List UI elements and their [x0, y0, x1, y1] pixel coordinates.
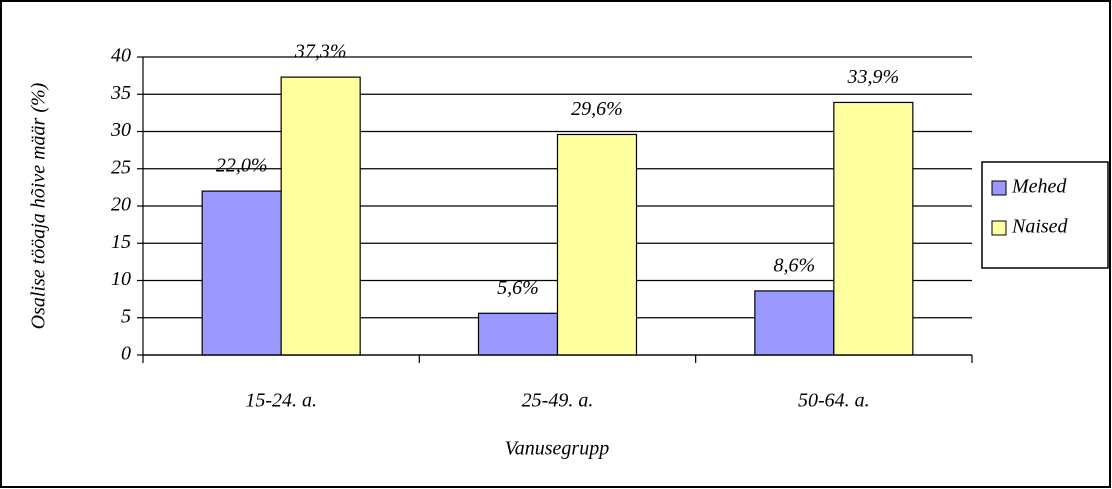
y-tick-label: 5 — [121, 305, 131, 327]
legend — [981, 161, 1109, 269]
x-tick-label: 25-49. a. — [522, 390, 594, 412]
legend-swatch — [991, 180, 1007, 196]
legend-swatch — [991, 220, 1007, 236]
bar — [201, 190, 282, 356]
y-tick-label: 0 — [121, 343, 131, 365]
value-label: 22,0% — [216, 155, 268, 177]
y-tick-label: 10 — [111, 268, 131, 290]
y-tick-label: 30 — [110, 119, 131, 141]
y-tick-label: 20 — [111, 194, 131, 216]
x-tick-label: 15-24. a. — [245, 390, 317, 412]
value-label: 5,6% — [497, 277, 539, 299]
value-label: 8,6% — [773, 255, 815, 277]
y-tick-label: 25 — [111, 156, 131, 178]
y-axis-label: Osalise tööaja hõive määr (%) — [28, 82, 50, 329]
x-tick-label: 50-64. a. — [798, 390, 870, 412]
y-tick-label: 15 — [111, 231, 131, 253]
legend-label: Naised — [1011, 216, 1069, 238]
bar — [556, 133, 638, 356]
y-tick-label: 40 — [111, 45, 131, 67]
value-label: 33,9% — [846, 66, 899, 88]
bar — [477, 312, 559, 356]
x-axis-label: Vanusegrupp — [505, 438, 609, 460]
value-label: 29,6% — [571, 98, 623, 120]
legend-label: Mehed — [1011, 176, 1067, 198]
bar — [754, 290, 835, 356]
y-tick-label: 35 — [110, 82, 131, 104]
bar — [280, 76, 361, 356]
bar — [833, 101, 914, 356]
value-label: 37,3% — [294, 41, 347, 63]
